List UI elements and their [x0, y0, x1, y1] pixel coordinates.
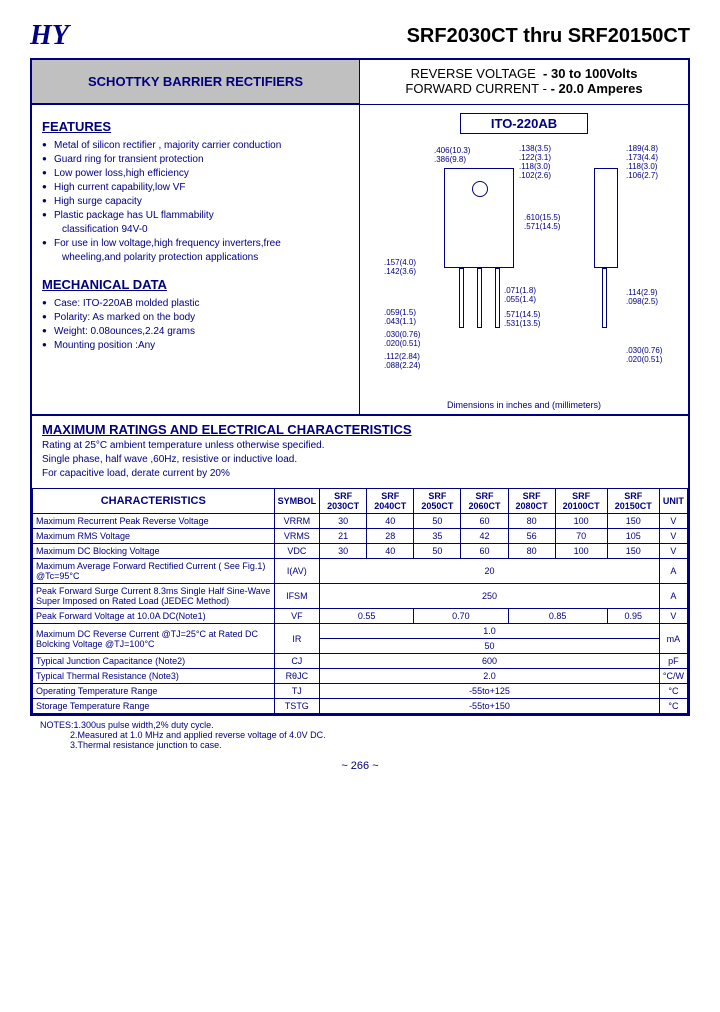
table-row: Peak Forward Surge Current 8.3ms Single …: [33, 584, 688, 609]
dim: .112(2.84).088(2.24): [384, 352, 420, 370]
header: HY SRF2030CT thru SRF20150CT: [30, 20, 690, 52]
package-panel: ITO-220AB .406(10.3).386(9.8) .138(3.5).…: [360, 105, 688, 414]
mech-item: Polarity: As marked on the body: [42, 312, 349, 323]
package-label: ITO-220AB: [460, 113, 588, 134]
mech-item: Weight: 0.08ounces,2.24 grams: [42, 326, 349, 337]
table-row: Maximum Recurrent Peak Reverse VoltageVR…: [33, 514, 688, 529]
section-title-box: SCHOTTKY BARRIER RECTIFIERS: [32, 60, 360, 104]
col-characteristics: CHARACTERISTICS: [33, 489, 275, 514]
dim: .030(0.76).020(0.51): [384, 330, 420, 348]
dim: .030(0.76).020(0.51): [626, 346, 662, 364]
feature-item: classification 94V-0: [42, 224, 349, 235]
table-row: Storage Temperature RangeTSTG-55to+150°C: [33, 699, 688, 714]
table-row: Peak Forward Voltage at 10.0A DC(Note1)V…: [33, 609, 688, 624]
feature-item: Plastic package has UL flammability: [42, 210, 349, 221]
lead-side: [602, 268, 607, 328]
dim: .071(1.8).055(1.4): [504, 286, 536, 304]
dim: .189(4.8).173(4.4).118(3.0).106(2.7): [626, 144, 658, 180]
ratings-text: For capacitive load, derate current by 2…: [42, 468, 678, 479]
col-model: SRF 2040CT: [367, 489, 414, 514]
table-row: Maximum DC Blocking VoltageVDC3040506080…: [33, 544, 688, 559]
pkg-front: [444, 168, 514, 268]
dim-note: Dimensions in inches and (millimeters): [364, 400, 684, 410]
features-heading: FEATURES: [42, 119, 349, 134]
lead: [477, 268, 482, 328]
col-model: SRF 2050CT: [414, 489, 461, 514]
mid-section: FEATURES Metal of silicon rectifier , ma…: [32, 105, 688, 416]
notes-label: NOTES:: [40, 720, 74, 730]
ratings-heading: MAXIMUM RATINGS AND ELECTRICAL CHARACTER…: [42, 422, 678, 437]
dim: .114(2.9).098(2.5): [626, 288, 658, 306]
dim: .610(15.5).571(14.5): [524, 213, 560, 231]
feature-item: High current capability,low VF: [42, 182, 349, 193]
table-row: Maximum RMS VoltageVRMS212835425670105V: [33, 529, 688, 544]
col-model: SRF 2080CT: [508, 489, 555, 514]
spec-rv-label: REVERSE VOLTAGE: [411, 66, 536, 81]
note-item: 3.Thermal resistance junction to case.: [70, 740, 222, 750]
mech-item: Case: ITO-220AB molded plastic: [42, 298, 349, 309]
features-panel: FEATURES Metal of silicon rectifier , ma…: [32, 105, 360, 414]
spec-fc-value: - 20.0 Amperes: [551, 81, 643, 96]
main-border: SCHOTTKY BARRIER RECTIFIERS REVERSE VOLT…: [30, 58, 690, 716]
page-title: SRF2030CT thru SRF20150CT: [407, 25, 690, 48]
col-model: SRF 20100CT: [555, 489, 607, 514]
page-number: ~ 266 ~: [30, 760, 690, 772]
mounting-hole-icon: [472, 181, 488, 197]
dim: .157(4.0).142(3.6): [384, 258, 416, 276]
top-section: SCHOTTKY BARRIER RECTIFIERS REVERSE VOLT…: [32, 60, 688, 105]
table-row: Typical Junction Capacitance (Note2)CJ60…: [33, 654, 688, 669]
col-model: SRF 20150CT: [607, 489, 659, 514]
col-model: SRF 2060CT: [461, 489, 508, 514]
characteristics-table: CHARACTERISTICS SYMBOL SRF 2030CT SRF 20…: [32, 488, 688, 714]
mech-heading: MECHANICAL DATA: [42, 277, 349, 292]
feature-item: Metal of silicon rectifier , majority ca…: [42, 140, 349, 151]
notes-section: NOTES:1.300us pulse width,2% duty cycle.…: [30, 716, 690, 754]
note-item: 1.300us pulse width,2% duty cycle.: [74, 720, 214, 730]
ratings-section: MAXIMUM RATINGS AND ELECTRICAL CHARACTER…: [32, 416, 688, 488]
table-header-row: CHARACTERISTICS SYMBOL SRF 2030CT SRF 20…: [33, 489, 688, 514]
pkg-side: [594, 168, 618, 268]
spec-rv-value: - 30 to 100Volts: [543, 66, 637, 81]
table-row: Typical Thermal Resistance (Note3)RθJC2.…: [33, 669, 688, 684]
table-row: Maximum DC Reverse Current @TJ=25°C at R…: [33, 624, 688, 639]
feature-item: Guard ring for transient protection: [42, 154, 349, 165]
col-unit: UNIT: [659, 489, 687, 514]
specs-box: REVERSE VOLTAGE - 30 to 100Volts FORWARD…: [360, 60, 688, 104]
dim: .571(14.5).531(13.5): [504, 310, 540, 328]
logo: HY: [30, 20, 69, 52]
mech-item: Mounting position :Any: [42, 340, 349, 351]
feature-item: High surge capacity: [42, 196, 349, 207]
dim: .138(3.5).122(3.1).118(3.0).102(2.6): [519, 144, 551, 180]
col-symbol: SYMBOL: [274, 489, 320, 514]
features-list: Metal of silicon rectifier , majority ca…: [42, 140, 349, 263]
ratings-text: Single phase, half wave ,60Hz, resistive…: [42, 454, 678, 465]
ratings-text: Rating at 25°C ambient temperature unles…: [42, 440, 678, 451]
package-diagram: .406(10.3).386(9.8) .138(3.5).122(3.1).1…: [364, 138, 684, 398]
col-model: SRF 2030CT: [320, 489, 367, 514]
note-item: 2.Measured at 1.0 MHz and applied revers…: [70, 730, 326, 740]
dim: .059(1.5).043(1.1): [384, 308, 416, 326]
spec-fc-label: FORWARD CURRENT: [405, 81, 539, 96]
lead: [459, 268, 464, 328]
table-row: Operating Temperature RangeTJ-55to+125°C: [33, 684, 688, 699]
lead: [495, 268, 500, 328]
mech-list: Case: ITO-220AB molded plastic Polarity:…: [42, 298, 349, 351]
feature-item: Low power loss,high efficiency: [42, 168, 349, 179]
feature-item: wheeling,and polarity protection applica…: [42, 252, 349, 263]
feature-item: For use in low voltage,high frequency in…: [42, 238, 349, 249]
table-row: Maximum Average Forward Rectified Curren…: [33, 559, 688, 584]
dim: .406(10.3).386(9.8): [434, 146, 470, 164]
rectifier-title: SCHOTTKY BARRIER RECTIFIERS: [32, 60, 359, 104]
